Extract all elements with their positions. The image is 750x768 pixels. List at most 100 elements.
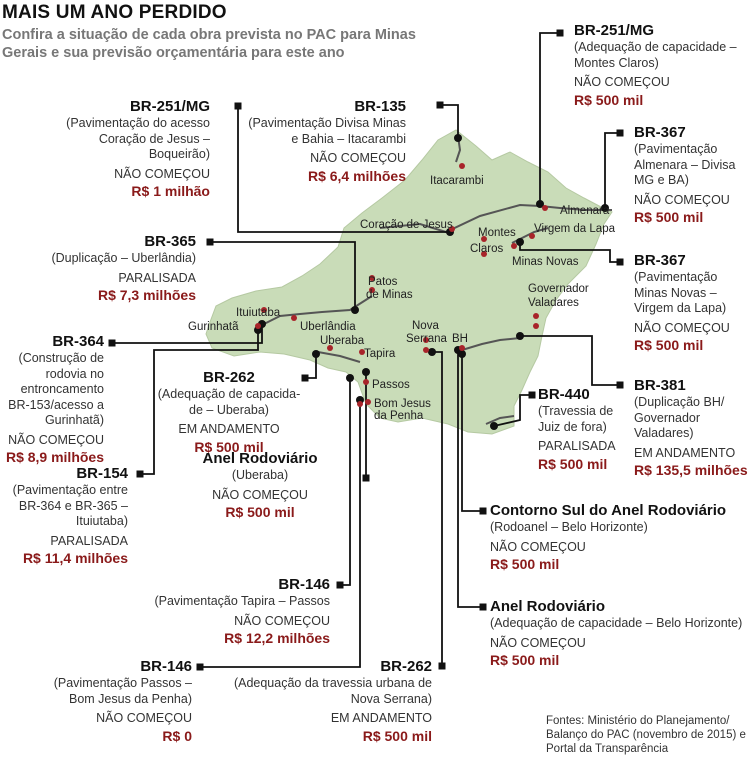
leader-br367-minas-novas: [519, 242, 620, 263]
leader-br381: [520, 335, 620, 386]
project-site-dot: [428, 348, 436, 356]
project-cost: R$ 500 mil: [490, 652, 560, 668]
project-status: NÃO COMEÇOU: [114, 166, 210, 181]
city-dot: [369, 287, 375, 293]
project-br365: BR-365 (Duplicação – Uberlândia) PARALIS…: [20, 233, 196, 304]
leader-end-marker: [528, 391, 536, 399]
project-cost: R$ 0: [162, 727, 192, 744]
city-dot: [481, 236, 487, 242]
road-name: BR-146: [140, 658, 192, 675]
leader-br364: [112, 324, 263, 344]
project-site-dot: [362, 368, 370, 376]
city-dot: [363, 379, 369, 385]
project-br135: BR-135 (Pavimentação Divisa Minas e Bahi…: [240, 98, 406, 185]
project-cost: R$ 6,4 milhões: [307, 167, 406, 184]
leader-end-marker: [108, 339, 116, 347]
leader-br365: [210, 241, 356, 310]
city-label: Itacarambi: [430, 175, 484, 187]
city-label: Virgem da Lapa: [534, 223, 616, 235]
city-dot: [255, 323, 261, 329]
road-name: BR-262: [380, 658, 432, 675]
city-label: BH: [452, 333, 468, 345]
city-label: Coração de Jesus: [360, 219, 453, 231]
project-status: PARALISADA: [50, 533, 128, 548]
project-cost: R$ 135,5 milhões: [634, 462, 748, 478]
project-cost: R$ 8,9 milhões: [5, 449, 104, 465]
project-status: NÃO COMEÇOU: [634, 192, 730, 207]
project-br381: BR-381 (Duplicação BH/ Governador Valada…: [634, 377, 750, 479]
city-label: Valadares: [528, 297, 579, 309]
project-status: NÃO COMEÇOU: [490, 635, 586, 650]
road-name: BR-365: [144, 233, 196, 250]
project-br251-montes-claros: BR-251/MG (Adequação de capacidade – Mon…: [574, 22, 746, 109]
project-description: (Construção de rodovia no entroncamento …: [8, 351, 104, 427]
project-status: NÃO COMEÇOU: [310, 151, 406, 165]
project-description: (Adequação de capacidade – Montes Claros…: [574, 40, 737, 70]
project-description: (Rodoanel – Belo Horizonte): [490, 520, 648, 534]
page-subtitle: Confira a situação de cada obra prevista…: [2, 27, 416, 61]
page-title: MAIS UM ANO PERDIDO: [2, 2, 227, 23]
city-label: Patos: [368, 276, 398, 288]
project-status: EM ANDAMENTO: [330, 711, 432, 725]
city-dot: [459, 163, 465, 169]
road-name: BR-154: [76, 465, 128, 482]
project-description: (Duplicação – Uberlândia): [51, 251, 196, 265]
city-label: Tapira: [364, 348, 396, 360]
leader-end-marker: [479, 603, 487, 611]
leader-contorno-sul: [461, 354, 483, 512]
city-label: de Minas: [366, 289, 413, 301]
city-dot: [359, 349, 365, 355]
leader-lines: [112, 32, 620, 668]
leader-anel-bh: [457, 350, 483, 608]
leader-end-marker: [556, 29, 564, 37]
city-dot: [261, 307, 267, 313]
road-name: Anel Rodoviário: [490, 598, 606, 615]
project-status: PARALISADA: [118, 270, 196, 285]
project-site-dot: [490, 422, 498, 430]
city-dot: [542, 205, 548, 211]
road-name: BR-364: [52, 333, 104, 350]
leader-end-marker: [479, 507, 487, 515]
city-label: Ituiutaba: [236, 307, 281, 319]
project-br364: BR-364 (Construção de rodovia no entronc…: [4, 333, 104, 466]
project-status: NÃO COMEÇOU: [574, 75, 670, 89]
city-dot: [327, 345, 333, 351]
project-description: (Pavimentação entre BR-364 e BR-365 – It…: [12, 483, 128, 528]
project-description: (Pavimentação Almenara – Divisa MG e BA): [634, 142, 736, 187]
city-label: Almenara: [560, 205, 610, 217]
road-name: BR-381: [634, 377, 686, 394]
city-label: Bom Jesus: [374, 398, 431, 410]
project-description: (Adequação de capacida-de – Uberaba): [157, 387, 301, 417]
leader-br251-coracao: [237, 106, 450, 233]
project-br367-almenara: BR-367 (Pavimentação Almenara – Divisa M…: [634, 124, 746, 226]
state-shape: [205, 129, 613, 435]
road-name: BR-251/MG: [574, 22, 655, 39]
city-label: Minas Novas: [512, 256, 579, 268]
road: [485, 415, 515, 425]
city-dot: [459, 345, 465, 351]
project-br262-nova-serrana: BR-262 (Adequação da travessia urbana de…: [222, 658, 432, 745]
leader-end-marker: [301, 374, 309, 382]
city-labels: Itacarambi Almenara Coração de Jesus Montes…: [188, 175, 616, 422]
project-cost: R$ 500 mil: [225, 504, 295, 520]
project-br262-uberaba: BR-262 (Adequação de capacida-de – Ubera…: [154, 369, 304, 456]
leader-br135: [440, 104, 459, 138]
project-description: (Adequação de capacidade – Belo Horizont…: [490, 616, 743, 630]
project-cost: R$ 500 mil: [362, 727, 432, 744]
project-site-dot: [601, 204, 609, 212]
city-label: Passos: [372, 379, 410, 391]
city-label: da Penha: [374, 410, 424, 422]
project-site-dot: [536, 200, 544, 208]
city-dot: [449, 226, 455, 232]
road: [379, 203, 612, 234]
leader-end-marker: [234, 102, 242, 110]
road-name: BR-146: [278, 576, 330, 593]
project-site-dot: [312, 350, 320, 358]
project-description: (Pavimentação Passos – Bom Jesus da Penh…: [53, 676, 192, 706]
city-dot: [369, 275, 375, 281]
project-description: (Uberaba): [231, 468, 289, 482]
leader-end-marker: [206, 238, 214, 246]
project-br146-tapira: BR-146 (Pavimentação Tapira – Passos NÃO…: [140, 576, 330, 647]
